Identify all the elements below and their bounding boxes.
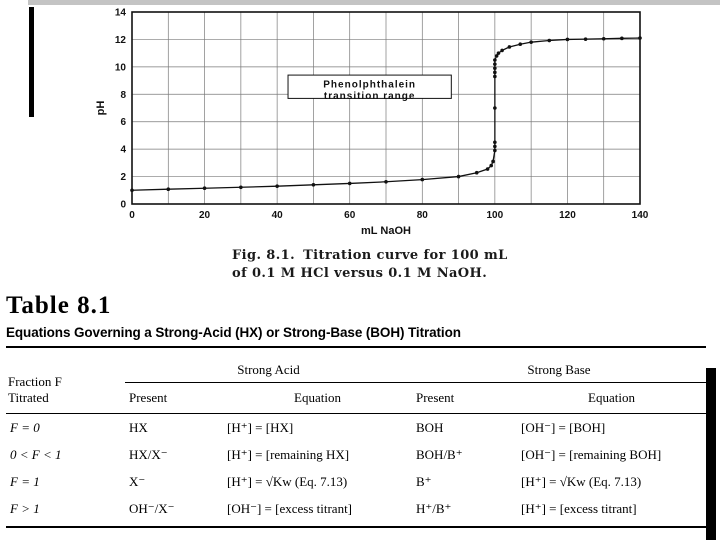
caption-line-1: Fig. 8.1. Titration curve for 100 mL bbox=[232, 247, 572, 265]
column-group-strong-base: Strong Base bbox=[412, 360, 706, 383]
svg-text:mL NaOH: mL NaOH bbox=[361, 225, 411, 237]
scan-artifact-top-strip bbox=[28, 0, 720, 5]
column-header-fraction: Fraction F Titrated bbox=[6, 360, 125, 414]
cell-fraction: 0 < F < 1 bbox=[10, 447, 62, 462]
titration-figure: 0 20 40 60 80 100 120 140 0 2 4 6 8 10 12 14 mL NaOH pH Ph… bbox=[90, 4, 672, 244]
svg-text:120: 120 bbox=[559, 210, 576, 221]
table-row: F = 1 X⁻ [H⁺] = √Kw (Eq. 7.13) B⁺ [H⁺] =… bbox=[6, 468, 706, 495]
group-header-row: Fraction F Titrated Strong Acid Strong B… bbox=[6, 360, 706, 414]
cell-base-present: B⁺ bbox=[416, 474, 432, 489]
caption-line-2: of 0.1 M HCl versus 0.1 M NaOH. bbox=[232, 266, 488, 281]
table-row: F = 0 HX [H⁺] = [HX] BOH [OH⁻] = [BOH] bbox=[6, 414, 706, 442]
cell-fraction: F > 1 bbox=[6, 495, 125, 528]
titration-chart: 0 20 40 60 80 100 120 140 0 2 4 6 8 10 12 14 mL NaOH pH Ph… bbox=[95, 8, 649, 238]
column-header-base-present: Present bbox=[412, 382, 517, 414]
svg-text:10: 10 bbox=[115, 62, 127, 73]
svg-text:8: 8 bbox=[120, 90, 126, 101]
svg-text:100: 100 bbox=[487, 210, 504, 221]
svg-text:60: 60 bbox=[344, 210, 356, 221]
table-section: Table 8.1 Equations Governing a Strong-A… bbox=[6, 293, 706, 528]
table-number: Table 8.1 bbox=[6, 292, 112, 319]
svg-text:14: 14 bbox=[115, 8, 127, 19]
cell-base-present: H⁺/B⁺ bbox=[412, 495, 517, 528]
column-header-acid-present: Present bbox=[125, 382, 223, 414]
column-group-strong-acid: Strong Acid bbox=[125, 360, 412, 383]
cell-base-present: BOH/B⁺ bbox=[416, 447, 463, 462]
svg-text:80: 80 bbox=[417, 210, 429, 221]
svg-text:pH: pH bbox=[95, 101, 107, 116]
svg-text:2: 2 bbox=[120, 172, 126, 183]
cell-base-equation: [H⁺] = [excess titrant] bbox=[517, 495, 706, 528]
svg-text:Phenolphthalein: Phenolphthalein bbox=[323, 80, 416, 91]
svg-text:4: 4 bbox=[120, 145, 126, 156]
cell-acid-equation: [H⁺] = √Kw (Eq. 7.13) bbox=[227, 474, 348, 489]
svg-text:40: 40 bbox=[272, 210, 284, 221]
svg-text:12: 12 bbox=[115, 35, 127, 46]
scan-artifact-left-bar bbox=[29, 7, 34, 117]
table-title: Equations Governing a Strong-Acid (HX) o… bbox=[6, 325, 706, 348]
column-header-acid-equation: Equation bbox=[223, 382, 412, 414]
equations-table: Fraction F Titrated Strong Acid Strong B… bbox=[6, 360, 706, 528]
cell-base-equation: [H⁺] = √Kw (Eq. 7.13) bbox=[521, 474, 642, 489]
cell-acid-present: HX bbox=[129, 420, 148, 435]
cell-acid-equation: [OH⁻] = [excess titrant] bbox=[223, 495, 412, 528]
table-row: F > 1 OH⁻/X⁻ [OH⁻] = [excess titrant] H⁺… bbox=[6, 495, 706, 528]
cell-base-present: BOH bbox=[416, 420, 444, 435]
sub-header-row: Present Equation Present Equation bbox=[6, 382, 706, 414]
column-header-base-equation: Equation bbox=[517, 382, 706, 414]
svg-text:20: 20 bbox=[199, 210, 211, 221]
svg-text:6: 6 bbox=[120, 117, 126, 128]
caption-text-1: Titration curve for 100 mL bbox=[303, 248, 508, 263]
cell-base-equation: [OH⁻] = [remaining BOH] bbox=[521, 447, 662, 462]
svg-text:0: 0 bbox=[120, 200, 126, 211]
figure-caption: Fig. 8.1. Titration curve for 100 mL of 0… bbox=[232, 247, 572, 283]
cell-fraction: F = 1 bbox=[10, 474, 40, 489]
cell-acid-present: OH⁻/X⁻ bbox=[125, 495, 223, 528]
table-row: 0 < F < 1 HX/X⁻ [H⁺] = [remaining HX] BO… bbox=[6, 441, 706, 468]
cell-acid-equation: [H⁺] = [HX] bbox=[227, 420, 294, 435]
scan-artifact-right-bar bbox=[706, 368, 716, 540]
svg-text:0: 0 bbox=[129, 210, 135, 221]
cell-acid-present: HX/X⁻ bbox=[129, 447, 168, 462]
figure-number: Fig. 8.1. bbox=[232, 248, 296, 263]
svg-text:transition range: transition range bbox=[324, 91, 416, 102]
cell-acid-equation: [H⁺] = [remaining HX] bbox=[227, 447, 350, 462]
svg-text:140: 140 bbox=[632, 210, 649, 221]
cell-base-equation: [OH⁻] = [BOH] bbox=[521, 420, 606, 435]
cell-acid-present: X⁻ bbox=[129, 474, 146, 489]
cell-fraction: F = 0 bbox=[10, 420, 40, 435]
